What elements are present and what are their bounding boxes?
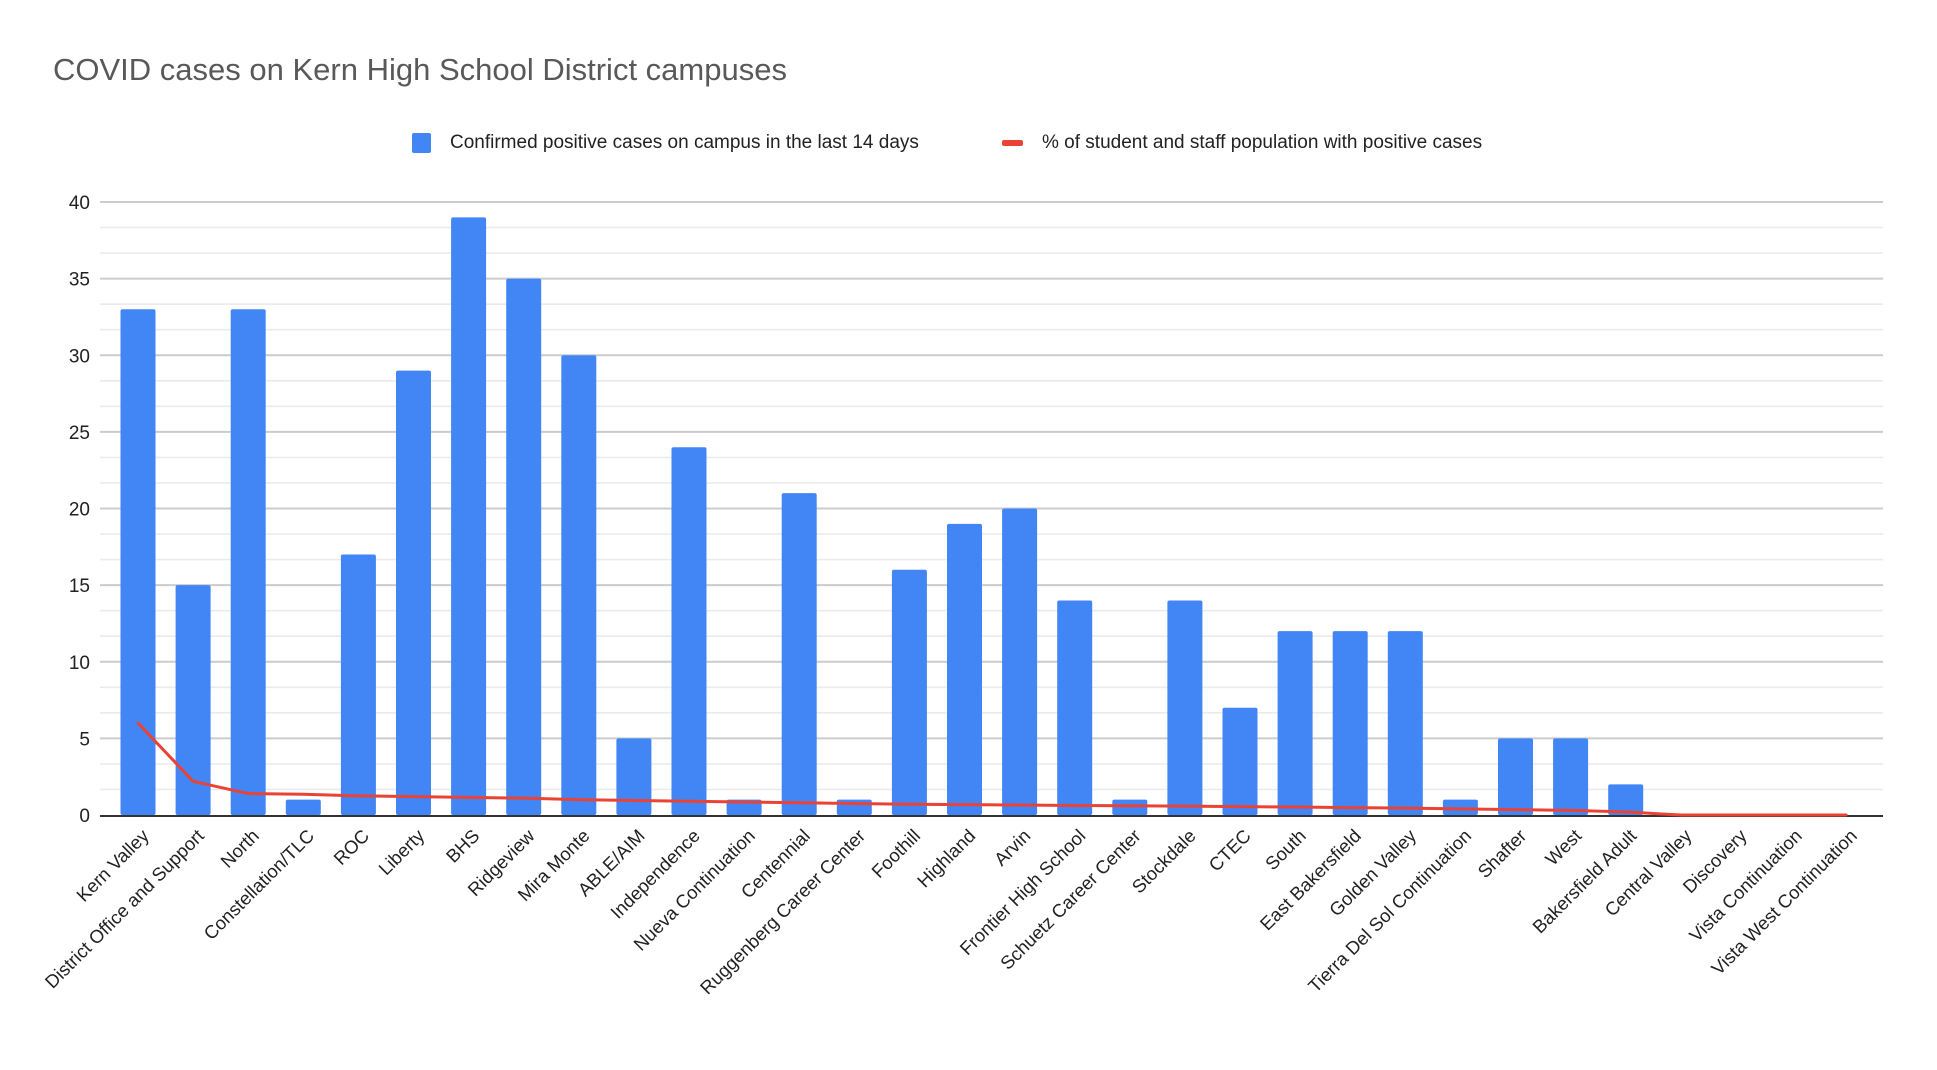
bar[interactable] (1498, 738, 1533, 815)
bar[interactable] (1277, 631, 1313, 815)
x-tick-label: ROC (329, 825, 373, 869)
bar[interactable] (451, 217, 487, 815)
y-tick-label: 30 (69, 346, 90, 367)
bar[interactable] (891, 569, 927, 815)
bar[interactable] (285, 799, 321, 815)
legend-item-percent[interactable]: % of student and staff population with p… (1002, 128, 1482, 158)
bar-series (120, 217, 1644, 816)
bar[interactable] (230, 309, 266, 815)
x-tick-label: North (216, 825, 263, 872)
bar[interactable] (671, 447, 707, 815)
bar[interactable] (616, 738, 652, 815)
bar[interactable] (1222, 707, 1258, 815)
bar[interactable] (781, 493, 817, 815)
bar[interactable] (1167, 600, 1203, 815)
legend-item-cases[interactable]: Confirmed positive cases on campus in th… (412, 128, 919, 158)
bar[interactable] (1387, 631, 1423, 815)
legend-label-cases: Confirmed positive cases on campus in th… (450, 132, 919, 153)
x-tick-label: BHS (442, 825, 484, 867)
bar[interactable] (1057, 600, 1093, 815)
y-tick-label: 0 (79, 806, 90, 827)
bar[interactable] (947, 523, 982, 815)
chart-legend: Confirmed positive cases on campus in th… (0, 128, 1937, 158)
y-tick-label: 5 (79, 729, 90, 750)
x-tick-label: West (1541, 825, 1585, 869)
bar[interactable] (1002, 508, 1038, 816)
bar[interactable] (175, 585, 211, 815)
bar[interactable] (1442, 799, 1478, 815)
y-tick-label: 35 (69, 270, 90, 291)
x-tick-label: East Bakersfield (1256, 825, 1365, 934)
bar[interactable] (1112, 799, 1148, 815)
line-series (136, 721, 1848, 817)
y-axis: 0 5 10 15 20 25 30 35 40 (69, 193, 90, 827)
legend-swatch-bar-icon (412, 133, 431, 153)
bar[interactable] (561, 355, 597, 815)
y-tick-label: 40 (69, 193, 90, 214)
percent-line[interactable] (136, 721, 1848, 817)
bar[interactable] (340, 554, 376, 815)
bar[interactable] (396, 370, 431, 815)
y-tick-label: 25 (69, 423, 90, 444)
x-tick-label: Liberty (374, 824, 429, 879)
chart-title: COVID cases on Kern High School District… (53, 52, 787, 87)
x-tick-label: South (1261, 825, 1310, 874)
y-tick-label: 20 (69, 500, 90, 521)
x-tick-label: Shafter (1473, 825, 1530, 882)
bar[interactable] (1332, 631, 1368, 815)
legend-swatch-line-icon (1002, 140, 1023, 146)
y-tick-label: 10 (69, 653, 90, 674)
bar[interactable] (1608, 784, 1644, 815)
bar[interactable] (1553, 738, 1589, 815)
bar[interactable] (120, 309, 156, 815)
x-tick-label: CTEC (1204, 825, 1254, 875)
y-tick-label: 15 (69, 576, 90, 597)
x-tick-label: Highland (913, 825, 979, 891)
x-tick-label: Arvin (990, 825, 1035, 870)
legend-label-percent: % of student and staff population with p… (1042, 132, 1483, 153)
bar[interactable] (506, 278, 542, 815)
